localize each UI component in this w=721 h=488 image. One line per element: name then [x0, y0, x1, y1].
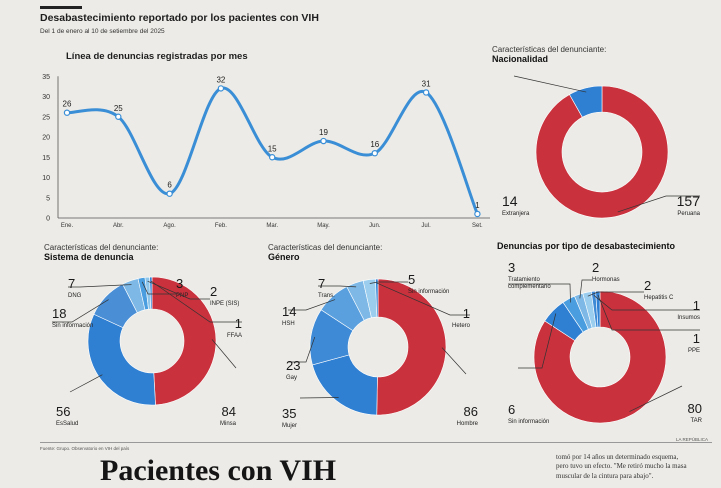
x-tick-label: Jun.	[369, 223, 381, 229]
slice-value: 1	[235, 316, 242, 331]
slice-label: Minsa	[220, 421, 237, 427]
article-line: pero tuvo un efecto. "Me retiró mucho la…	[556, 462, 716, 471]
article-line: tomó por 14 años un determinado esquema,	[556, 453, 716, 462]
data-label: 19	[319, 128, 328, 137]
data-label: 26	[63, 100, 72, 109]
slice-value: 2	[592, 260, 599, 275]
donut-slice	[88, 314, 156, 405]
slice-value: 157	[677, 193, 701, 209]
slice-value: 1	[693, 298, 700, 313]
data-point	[424, 90, 429, 95]
slice-value: 3	[508, 260, 515, 275]
y-tick-label: 5	[46, 195, 50, 202]
slice-value: 35	[282, 406, 296, 421]
leader-line	[442, 348, 466, 374]
data-point	[167, 191, 172, 196]
slice-label: Mujer	[282, 423, 297, 429]
x-tick-label: Feb.	[215, 223, 227, 229]
slice-value: 3	[176, 276, 183, 291]
data-label: 15	[268, 144, 277, 153]
data-point	[116, 114, 121, 119]
leader-line	[70, 375, 102, 392]
brand-credit: LA REPÚBLICA	[676, 437, 708, 442]
slice-value: 56	[56, 404, 70, 419]
y-tick-label: 30	[42, 94, 50, 101]
slice-label: TAR	[690, 418, 702, 424]
slice-label: Hombre	[457, 421, 479, 427]
slice-label: Sin información	[408, 289, 449, 295]
slice-value: 1	[463, 306, 470, 321]
slice-label: Sin información	[508, 419, 549, 425]
slice-value: 7	[318, 276, 325, 291]
leader-line	[212, 339, 236, 368]
leader-line	[514, 76, 586, 92]
x-tick-label: Ene.	[61, 223, 74, 229]
data-point	[218, 86, 223, 91]
slice-label: INPE (SIS)	[210, 301, 239, 307]
slice-value: 80	[688, 401, 702, 416]
article-text: tomó por 14 años un determinado esquema,…	[556, 453, 716, 481]
slice-label: DNG	[68, 293, 82, 299]
data-label: 31	[422, 79, 431, 88]
data-point	[475, 211, 480, 216]
donut-slice	[377, 279, 446, 415]
data-point	[321, 138, 326, 143]
slice-value: 23	[286, 358, 300, 373]
slice-label: PPE	[688, 348, 700, 354]
x-tick-label: Mar.	[266, 223, 278, 229]
slice-label: Tratamiento	[508, 277, 540, 283]
slice-label: Hormonas	[592, 277, 620, 283]
x-tick-label: Set.	[472, 223, 483, 229]
y-tick-label: 20	[42, 135, 50, 142]
y-tick-label: 35	[42, 74, 50, 81]
slice-label: Hetero	[452, 323, 471, 329]
slice-value: 6	[508, 402, 515, 417]
slice-label: Peruana	[677, 211, 700, 217]
slice-value: 86	[464, 404, 478, 419]
slice-label: complementario	[508, 284, 551, 290]
slice-value: 14	[282, 304, 296, 319]
slice-value: 14	[502, 193, 518, 209]
slice-label: Sin información	[52, 323, 93, 329]
donut-slice	[312, 355, 377, 415]
y-tick-label: 15	[42, 155, 50, 162]
data-point	[270, 155, 275, 160]
data-label: 1	[475, 201, 480, 210]
slice-label: Gay	[286, 375, 297, 381]
data-point	[64, 110, 69, 115]
y-tick-label: 10	[42, 175, 50, 182]
slice-label: Insumos	[677, 315, 700, 321]
slice-value: 1	[693, 331, 700, 346]
slice-label: FFAA	[227, 333, 242, 339]
slice-label: HSH	[282, 321, 295, 327]
slice-value: 5	[408, 272, 415, 287]
slice-label: Extranjera	[502, 211, 530, 217]
slice-label: EsSalud	[56, 421, 78, 427]
data-label: 6	[167, 181, 172, 190]
y-tick-label: 25	[42, 114, 50, 121]
data-point	[372, 151, 377, 156]
slice-label: Trans.	[318, 293, 335, 299]
x-tick-label: Ago.	[163, 223, 176, 229]
footer-divider	[40, 442, 712, 443]
slice-value: 2	[210, 284, 217, 299]
slice-value: 2	[644, 278, 651, 293]
slice-value: 18	[52, 306, 66, 321]
data-label: 16	[370, 140, 379, 149]
slice-label: Hepatitis C	[644, 295, 674, 301]
source-note: Fuente: Grupo. Observatorio en VIH del p…	[40, 446, 129, 451]
data-label: 32	[216, 75, 225, 84]
y-tick-label: 0	[46, 216, 50, 223]
article-headline: Pacientes con VIH	[100, 454, 336, 488]
slice-value: 84	[222, 404, 236, 419]
x-tick-label: Abr.	[113, 223, 124, 229]
x-tick-label: Jul.	[421, 223, 431, 229]
x-tick-label: May.	[317, 223, 330, 229]
slice-value: 7	[68, 276, 75, 291]
data-label: 25	[114, 104, 123, 113]
